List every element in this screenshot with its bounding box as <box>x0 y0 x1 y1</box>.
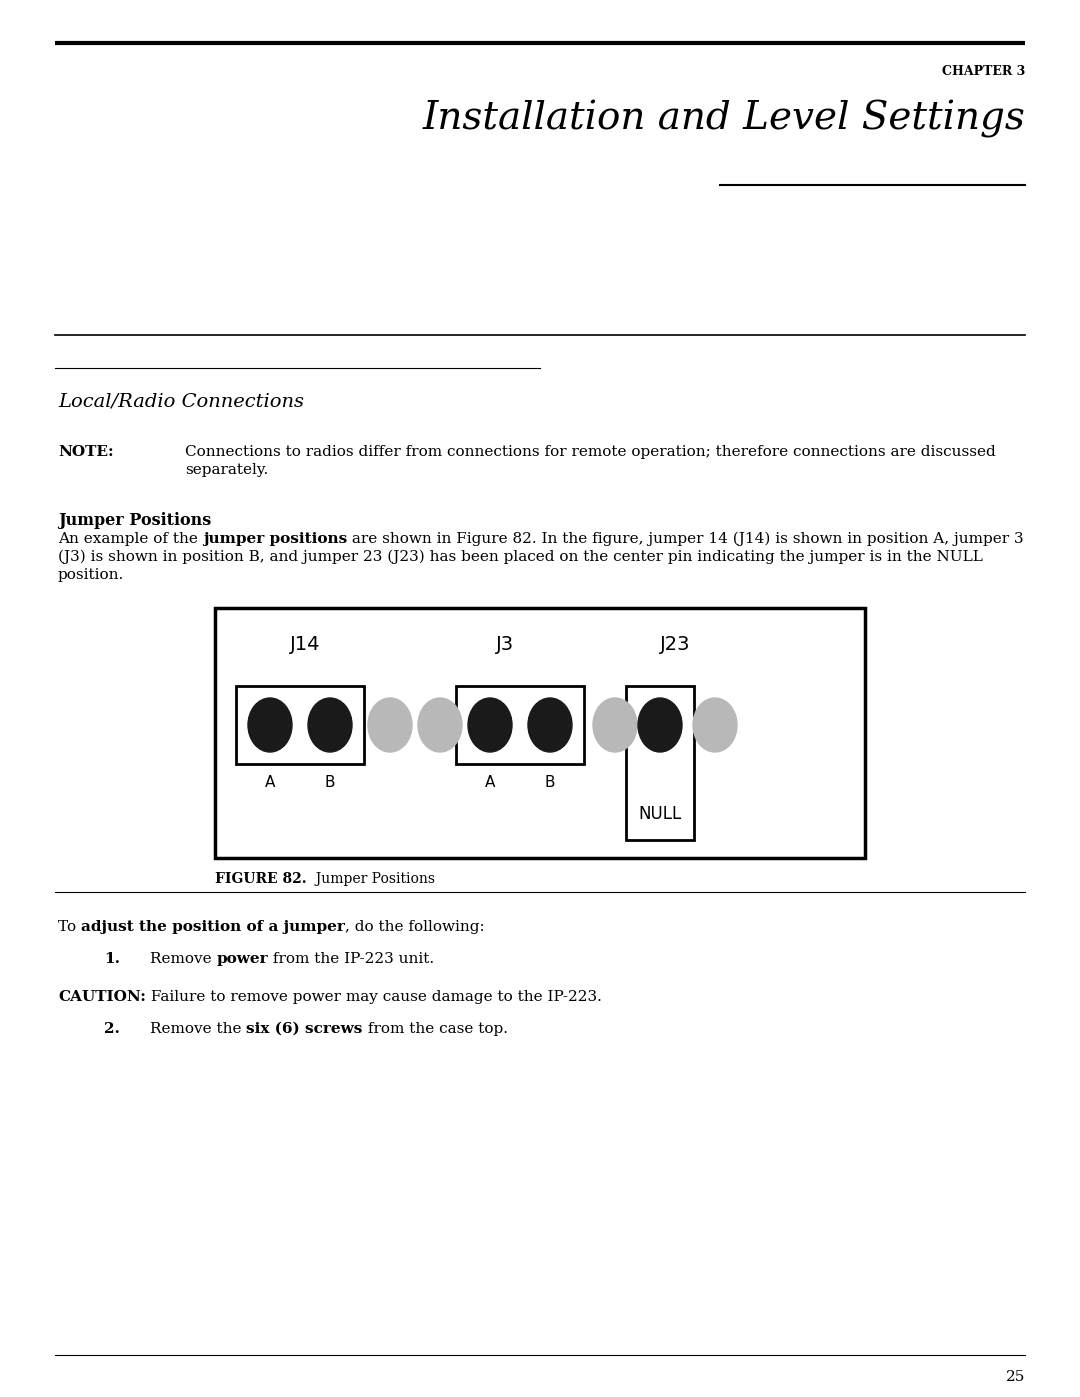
Text: CAUTION:: CAUTION: <box>58 990 146 1004</box>
Text: are shown in Figure 82. In the figure, jumper 14 (J14) is shown in position A, j: are shown in Figure 82. In the figure, j… <box>347 532 1024 546</box>
Text: , do the following:: , do the following: <box>345 921 485 935</box>
Text: jumper positions: jumper positions <box>203 532 347 546</box>
Ellipse shape <box>528 698 572 752</box>
Text: Installation and Level Settings: Installation and Level Settings <box>422 101 1025 138</box>
Text: Connections to radios differ from connections for remote operation; therefore co: Connections to radios differ from connec… <box>185 446 996 460</box>
Text: A: A <box>485 775 496 789</box>
Text: Remove the: Remove the <box>150 1023 246 1037</box>
Text: J23: J23 <box>660 636 690 654</box>
Ellipse shape <box>468 698 512 752</box>
Ellipse shape <box>248 698 292 752</box>
Ellipse shape <box>693 698 737 752</box>
Text: from the case top.: from the case top. <box>363 1023 508 1037</box>
Text: Local/Radio Connections: Local/Radio Connections <box>58 393 303 409</box>
Text: (J3) is shown in position B, and jumper 23 (J23) has been placed on the center p: (J3) is shown in position B, and jumper … <box>58 550 983 564</box>
Text: Jumper Positions: Jumper Positions <box>58 511 212 529</box>
Text: J3: J3 <box>496 636 514 654</box>
Text: Failure to remove power may cause damage to the IP-223.: Failure to remove power may cause damage… <box>146 990 602 1004</box>
Ellipse shape <box>418 698 462 752</box>
Text: power: power <box>216 951 268 965</box>
Bar <box>626 686 694 840</box>
Text: FIGURE 82.: FIGURE 82. <box>215 872 307 886</box>
Ellipse shape <box>593 698 637 752</box>
Bar <box>456 686 584 764</box>
Text: from the IP-223 unit.: from the IP-223 unit. <box>268 951 434 965</box>
Text: An example of the: An example of the <box>58 532 203 546</box>
Bar <box>215 608 865 858</box>
Text: adjust the position of a jumper: adjust the position of a jumper <box>81 921 345 935</box>
Ellipse shape <box>638 698 681 752</box>
Text: FIGURE 82.: FIGURE 82. <box>215 872 307 886</box>
Ellipse shape <box>368 698 411 752</box>
Text: A: A <box>265 775 275 789</box>
Text: NOTE:: NOTE: <box>58 446 113 460</box>
Text: To: To <box>58 921 81 935</box>
Text: Remove: Remove <box>150 951 216 965</box>
Text: CHAPTER 3: CHAPTER 3 <box>942 66 1025 78</box>
Text: NULL: NULL <box>638 805 681 823</box>
Text: J14: J14 <box>289 636 321 654</box>
Text: separately.: separately. <box>185 462 268 476</box>
Text: 2.: 2. <box>104 1023 120 1037</box>
Text: 25: 25 <box>1005 1370 1025 1384</box>
Text: Jumper Positions: Jumper Positions <box>307 872 434 886</box>
Text: six (6) screws: six (6) screws <box>246 1023 363 1037</box>
Ellipse shape <box>308 698 352 752</box>
Text: B: B <box>544 775 555 789</box>
Text: B: B <box>325 775 335 789</box>
Bar <box>237 686 364 764</box>
Text: position.: position. <box>58 569 124 583</box>
Text: 1.: 1. <box>104 951 120 965</box>
